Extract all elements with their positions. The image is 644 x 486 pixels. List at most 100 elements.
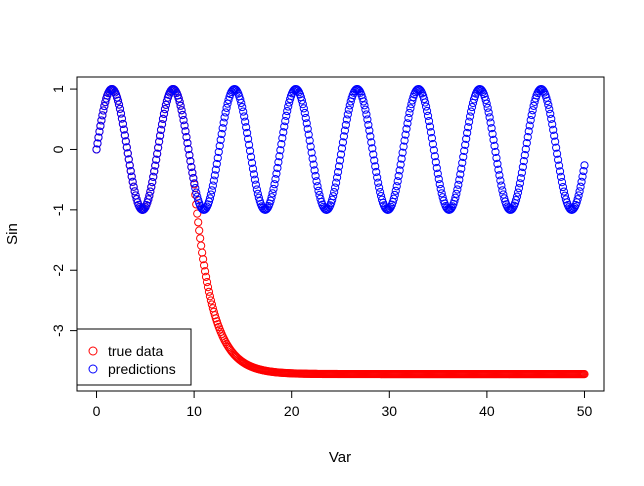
legend-label-predictions: predictions	[108, 361, 176, 377]
prediction-point	[460, 146, 469, 155]
prediction-point	[493, 159, 502, 169]
prediction-point	[224, 95, 233, 105]
prediction-point	[381, 204, 391, 213]
prediction-point	[237, 98, 246, 108]
prediction-point	[181, 127, 190, 136]
prediction-point	[301, 113, 310, 123]
prediction-point	[251, 180, 261, 189]
prediction-point	[483, 103, 492, 112]
prediction-point	[447, 203, 456, 213]
prediction-point	[365, 126, 374, 135]
prediction-point	[302, 119, 311, 128]
prediction-point	[454, 180, 463, 189]
prediction-point	[311, 171, 320, 181]
prediction-point	[492, 153, 501, 163]
x-tick-label: 0	[93, 403, 101, 419]
prediction-point	[300, 108, 309, 118]
true-data-point	[199, 261, 209, 270]
prediction-point	[401, 130, 410, 139]
prediction-point	[437, 189, 446, 198]
prediction-point	[152, 155, 161, 164]
prediction-point	[422, 106, 432, 116]
prediction-point	[389, 194, 398, 203]
prediction-point	[132, 195, 141, 204]
legend: true data predictions	[76, 328, 192, 386]
prediction-point	[207, 186, 217, 195]
prediction-point	[380, 203, 390, 212]
prediction-point	[525, 121, 534, 130]
prediction-point	[544, 100, 553, 109]
prediction-point	[100, 101, 109, 111]
prediction-point	[335, 156, 345, 165]
prediction-point	[125, 161, 134, 170]
prediction-point	[464, 123, 473, 132]
prediction-point	[426, 128, 436, 137]
true-data-point	[207, 300, 217, 309]
prediction-point	[178, 110, 187, 120]
prediction-point	[309, 160, 318, 169]
prediction-point	[191, 184, 200, 193]
prediction-point	[246, 152, 256, 162]
true-data-point	[199, 255, 208, 264]
prediction-point	[500, 194, 509, 203]
prediction-point	[205, 194, 215, 203]
prediction-point	[121, 137, 130, 146]
prediction-point	[271, 174, 280, 184]
prediction-point	[384, 205, 394, 214]
prediction-point	[162, 96, 172, 106]
prediction-point	[465, 112, 475, 121]
prediction-point	[372, 167, 381, 177]
prediction-point	[273, 163, 282, 173]
prediction-point	[476, 85, 485, 94]
prediction-point	[491, 147, 500, 157]
prediction-point	[542, 93, 551, 102]
prediction-point	[360, 101, 369, 110]
prediction-point	[512, 192, 522, 201]
true-data-point	[193, 209, 202, 218]
x-tick-label: 20	[284, 403, 300, 419]
prediction-point	[539, 86, 548, 95]
prediction-point	[374, 178, 383, 187]
x-tick-label: 30	[382, 403, 398, 419]
true-data-point	[201, 272, 211, 281]
prediction-point	[186, 157, 195, 166]
prediction-point	[521, 145, 530, 154]
prediction-point	[274, 158, 283, 167]
y-tick-label: -3	[50, 324, 66, 337]
prediction-point	[574, 191, 583, 200]
prediction-point	[485, 113, 494, 122]
prediction-point	[213, 153, 222, 163]
prediction-point	[145, 191, 154, 200]
prediction-point	[580, 161, 589, 170]
prediction-point	[159, 109, 169, 118]
true-data-point	[197, 241, 206, 250]
prediction-point	[436, 184, 445, 194]
prediction-point	[156, 125, 166, 134]
prediction-point	[97, 116, 106, 125]
prediction-point	[415, 85, 424, 94]
prediction-point	[576, 182, 585, 191]
prediction-point	[455, 175, 464, 184]
prediction-point	[368, 144, 377, 153]
prediction-point	[489, 135, 498, 144]
prediction-point	[96, 121, 105, 131]
true-data-point	[195, 226, 204, 235]
prediction-point	[275, 152, 284, 161]
prediction-point	[456, 170, 465, 179]
prediction-point	[208, 181, 217, 190]
prediction-point	[408, 96, 417, 105]
prediction-point	[323, 205, 332, 214]
prediction-point	[428, 140, 438, 149]
prediction-point	[209, 176, 218, 185]
prediction-point	[216, 135, 225, 144]
prediction-point	[242, 123, 251, 132]
prediction-point	[429, 146, 438, 155]
prediction-point	[393, 177, 402, 186]
prediction-point	[110, 86, 119, 95]
prediction-point	[520, 151, 529, 160]
prediction-point	[248, 164, 258, 173]
prediction-point	[526, 116, 535, 125]
prediction-point	[210, 171, 219, 180]
prediction-point	[433, 169, 442, 178]
prediction-point	[403, 119, 412, 128]
